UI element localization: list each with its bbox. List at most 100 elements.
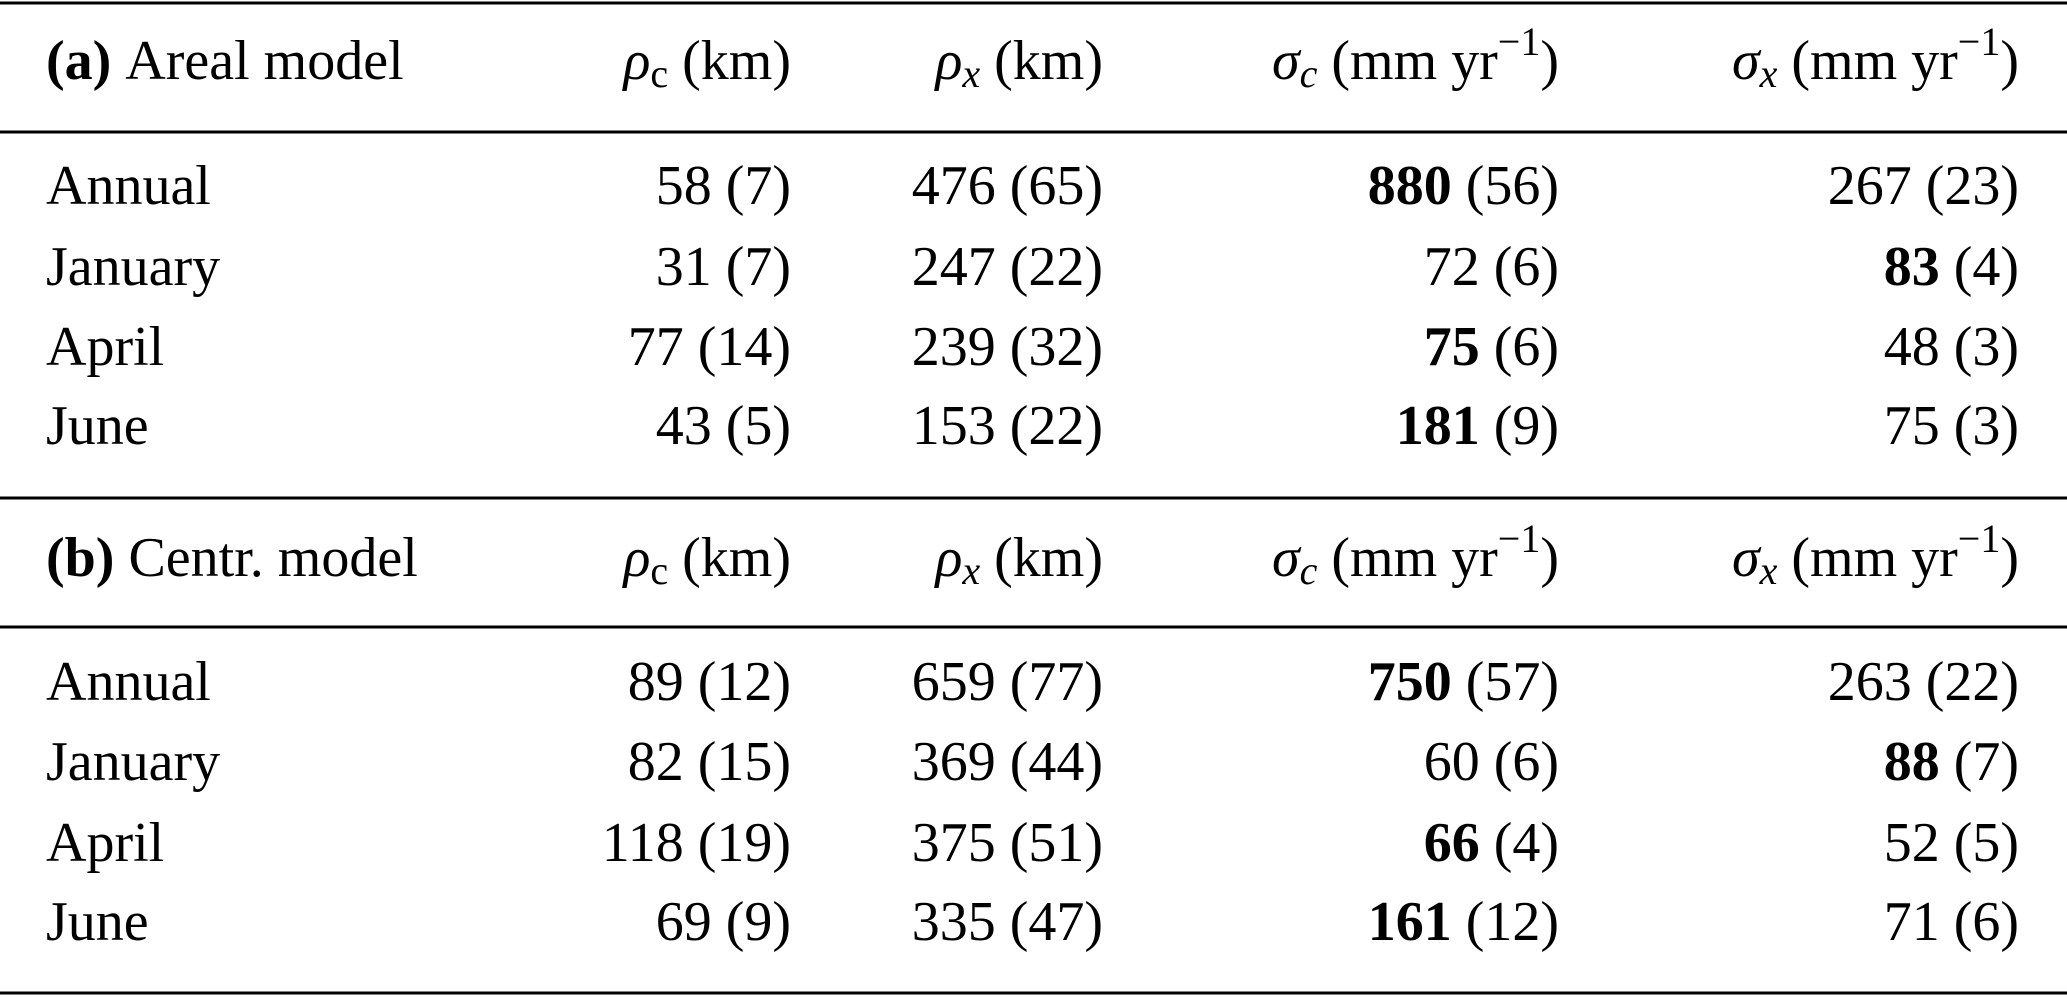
cell-value: 69 bbox=[656, 891, 712, 953]
row-label: April bbox=[46, 812, 164, 874]
cell-error: (19) bbox=[698, 812, 791, 874]
cell: 71 (6) bbox=[1884, 891, 2019, 953]
unit: (km) bbox=[994, 527, 1103, 589]
cell-value: 880 bbox=[1368, 155, 1452, 217]
cell-error: (32) bbox=[1010, 316, 1103, 378]
unit: (km) bbox=[682, 30, 791, 92]
cell: 75 (6) bbox=[1424, 316, 1559, 378]
section-label: (b) Centr. model bbox=[46, 527, 418, 589]
cell-value: 82 bbox=[628, 731, 684, 793]
cell-error: (57) bbox=[1466, 651, 1559, 713]
cell-error: (7) bbox=[1954, 731, 2019, 793]
cell-error: (22) bbox=[1926, 651, 2019, 713]
cell: 31 (7) bbox=[656, 236, 791, 298]
symbol: ρ bbox=[621, 30, 650, 92]
cell: 267 (23) bbox=[1828, 155, 2019, 217]
symbol: σ bbox=[1732, 527, 1762, 589]
cell-value: 239 bbox=[912, 316, 996, 378]
cell-error: (14) bbox=[698, 316, 791, 378]
cell: 247 (22) bbox=[912, 236, 1103, 298]
cell-value: 88 bbox=[1884, 731, 1940, 793]
cell-value: 71 bbox=[1884, 891, 1940, 953]
cell-value: 75 bbox=[1424, 316, 1480, 378]
subscript: c bbox=[650, 548, 668, 593]
subscript: x bbox=[961, 51, 980, 96]
cell: 48 (3) bbox=[1884, 316, 2019, 378]
unit: (km) bbox=[994, 30, 1103, 92]
cell-error: (6) bbox=[1494, 236, 1559, 298]
cell-error: (22) bbox=[1010, 395, 1103, 457]
subscript: c bbox=[650, 51, 668, 96]
section-title: Areal model bbox=[125, 30, 403, 92]
cell: 375 (51) bbox=[912, 812, 1103, 874]
symbol: ρ bbox=[933, 30, 962, 92]
column-header: σx (mm yr−1) bbox=[1732, 19, 2019, 96]
column-header: ρx (km) bbox=[933, 527, 1103, 593]
row-label: January bbox=[46, 236, 220, 298]
cell: 476 (65) bbox=[912, 155, 1103, 217]
section-tag: (a) bbox=[46, 30, 111, 92]
row-label: Annual bbox=[46, 155, 211, 217]
cell-error: (44) bbox=[1010, 731, 1103, 793]
cell-value: 43 bbox=[656, 395, 712, 457]
cell: 58 (7) bbox=[656, 155, 791, 217]
cell-error: (56) bbox=[1466, 155, 1559, 217]
column-header: σx (mm yr−1) bbox=[1732, 516, 2019, 593]
cell-error: (47) bbox=[1010, 891, 1103, 953]
cell-error: (5) bbox=[726, 395, 791, 457]
cell: 369 (44) bbox=[912, 731, 1103, 793]
cell-error: (9) bbox=[1494, 395, 1559, 457]
subscript: x bbox=[1759, 51, 1778, 96]
cell: 77 (14) bbox=[628, 316, 791, 378]
cell-error: (5) bbox=[1954, 812, 2019, 874]
cell: 659 (77) bbox=[912, 651, 1103, 713]
cell-value: 31 bbox=[656, 236, 712, 298]
unit: (mm yr bbox=[1791, 30, 1958, 92]
cell-value: 89 bbox=[628, 651, 684, 713]
unit: (mm yr bbox=[1331, 527, 1498, 589]
cell-value: 659 bbox=[912, 651, 996, 713]
unit: (mm yr bbox=[1791, 527, 1958, 589]
cell-error: (77) bbox=[1010, 651, 1103, 713]
section-title: Centr. model bbox=[128, 527, 417, 589]
cell: 88 (7) bbox=[1884, 731, 2019, 793]
cell-value: 72 bbox=[1424, 236, 1480, 298]
cell-value: 247 bbox=[912, 236, 996, 298]
cell-value: 118 bbox=[602, 812, 684, 874]
cell: 89 (12) bbox=[628, 651, 791, 713]
cell: 82 (15) bbox=[628, 731, 791, 793]
unit: (mm yr bbox=[1331, 30, 1498, 92]
unit-close: ) bbox=[2000, 30, 2019, 92]
cell-value: 77 bbox=[628, 316, 684, 378]
cell-value: 369 bbox=[912, 731, 996, 793]
cell: 75 (3) bbox=[1884, 395, 2019, 457]
symbol: ρ bbox=[621, 527, 650, 589]
cell-error: (12) bbox=[1466, 891, 1559, 953]
symbol: σ bbox=[1272, 30, 1302, 92]
unit-close: ) bbox=[1540, 527, 1559, 589]
cell: 118 (19) bbox=[602, 812, 791, 874]
cell-value: 75 bbox=[1884, 395, 1940, 457]
cell-value: 52 bbox=[1884, 812, 1940, 874]
subscript: x bbox=[1759, 548, 1778, 593]
cell-error: (6) bbox=[1494, 316, 1559, 378]
subscript: x bbox=[961, 548, 980, 593]
cell-value: 60 bbox=[1424, 731, 1480, 793]
cell: 181 (9) bbox=[1396, 395, 1559, 457]
cell-error: (12) bbox=[698, 651, 791, 713]
cell-value: 181 bbox=[1396, 395, 1480, 457]
cell-error: (4) bbox=[1954, 236, 2019, 298]
cell-value: 66 bbox=[1424, 812, 1480, 874]
section-tag: (b) bbox=[46, 527, 114, 589]
cell-error: (6) bbox=[1954, 891, 2019, 953]
cell: 52 (5) bbox=[1884, 812, 2019, 874]
cell-value: 267 bbox=[1828, 155, 1912, 217]
row-label: Annual bbox=[46, 651, 211, 713]
cell-error: (51) bbox=[1010, 812, 1103, 874]
symbol: ρ bbox=[933, 527, 962, 589]
symbol: σ bbox=[1272, 527, 1302, 589]
superscript: −1 bbox=[1958, 19, 2001, 64]
cell-error: (65) bbox=[1010, 155, 1103, 217]
column-header: ρc (km) bbox=[621, 527, 791, 593]
